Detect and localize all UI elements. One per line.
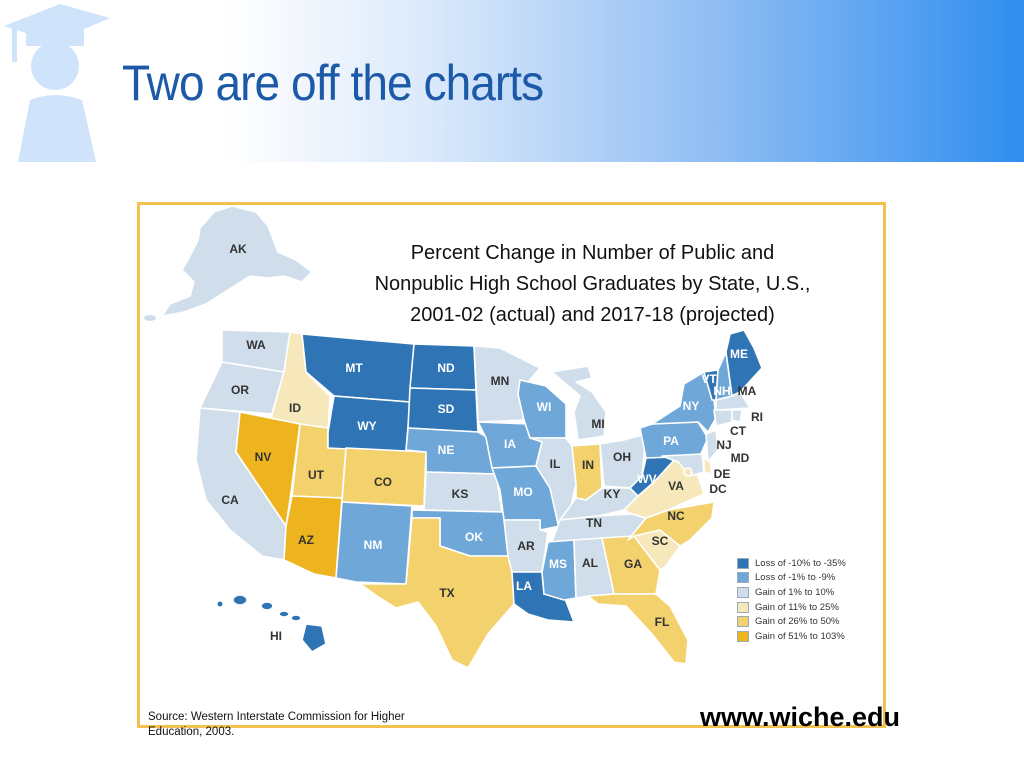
state-label-va: VA (668, 479, 684, 493)
state-DC (683, 467, 693, 477)
legend-item: Loss of -10% to -35% (737, 556, 846, 571)
legend-swatch-0 (737, 557, 749, 569)
source-note: Source: Western Interstate Commission fo… (148, 711, 405, 738)
state-MD (661, 453, 705, 477)
state-label-wa: WA (246, 338, 266, 352)
state-label-la: LA (516, 579, 532, 593)
state-label-ar: AR (517, 539, 535, 553)
state-label-ca: CA (221, 493, 239, 507)
state-label-de: DE (714, 467, 731, 481)
state-label-mi: MI (591, 417, 604, 431)
legend-label: Loss of -1% to -9% (755, 572, 836, 584)
state-label-nv: NV (255, 450, 272, 464)
state-label-id: ID (289, 401, 301, 415)
website-url[interactable]: www.wiche.edu (700, 702, 901, 732)
legend-swatch-2 (737, 586, 749, 598)
legend-swatch-1 (737, 572, 749, 584)
state-label-co: CO (374, 475, 392, 489)
state-HI (217, 594, 327, 653)
state-label-ms: MS (549, 557, 567, 571)
legend-label: Gain of 1% to 10% (755, 586, 835, 598)
state-RI (731, 409, 743, 423)
legend-label: Gain of 26% to 50% (755, 616, 840, 628)
state-AK (161, 205, 313, 317)
state-label-oh: OH (613, 450, 631, 464)
state-AR (503, 519, 549, 573)
map-title: Percent Change in Number of Public and N… (300, 238, 885, 331)
state-labels: AK WA OR CA ID NV UT AZ MT WY CO NM ND SD NE KS OK TX MN IA… (221, 242, 763, 643)
state-label-wy: WY (357, 419, 376, 433)
state-label-mt: MT (345, 361, 363, 375)
state-label-nd: ND (437, 361, 455, 375)
state-label-or: OR (231, 383, 249, 397)
map-title-line-3: 2001-02 (actual) and 2017-18 (projected) (410, 304, 775, 326)
legend-swatch-5 (737, 630, 749, 642)
state-NJ (705, 429, 719, 463)
state-label-ne: NE (438, 443, 455, 457)
state-label-ia: IA (504, 437, 516, 451)
state-label-wi: WI (537, 400, 552, 414)
state-label-ri: RI (751, 410, 763, 424)
legend-item: Gain of 11% to 25% (737, 600, 846, 615)
state-label-sd: SD (438, 402, 455, 416)
legend-swatch-3 (737, 601, 749, 613)
state-label-sc: SC (652, 534, 669, 548)
legend-label: Gain of 11% to 25% (755, 601, 839, 613)
state-label-in: IN (582, 458, 594, 472)
state-label-ny: NY (683, 399, 700, 413)
state-label-tx: TX (439, 586, 454, 600)
state-label-nm: NM (364, 538, 383, 552)
state-label-ks: KS (452, 487, 469, 501)
map-title-line-2: Nonpublic High School Graduates by State… (374, 273, 811, 295)
state-MI (551, 365, 607, 441)
slide-header: Two are off the charts (0, 0, 1024, 162)
state-label-wv: WV (637, 472, 656, 486)
state-label-nj: NJ (716, 438, 731, 452)
state-label-ak: AK (229, 242, 247, 256)
legend-item: Gain of 51% to 103% (737, 629, 846, 644)
legend-label: Loss of -10% to -35% (755, 557, 846, 569)
state-FL (587, 593, 689, 665)
state-label-pa: PA (663, 434, 679, 448)
state-label-ma: MA (738, 384, 757, 398)
state-label-nc: NC (667, 509, 685, 523)
state-label-md: MD (731, 451, 750, 465)
state-label-al: AL (582, 556, 598, 570)
state-MA (715, 391, 751, 411)
state-CT (713, 409, 733, 427)
legend-swatch-4 (737, 616, 749, 628)
state-label-dc: DC (709, 482, 727, 496)
state-label-tn: TN (586, 516, 602, 530)
state-label-il: IL (550, 457, 561, 471)
state-label-hi: HI (270, 629, 282, 643)
state-DE (703, 457, 713, 475)
state-label-ut: UT (308, 468, 325, 482)
state-label-mn: MN (491, 374, 510, 388)
state-GA (601, 535, 661, 595)
state-label-ct: CT (730, 424, 747, 438)
state-label-mo: MO (513, 485, 532, 499)
legend-item: Gain of 26% to 50% (737, 614, 846, 629)
state-label-ga: GA (624, 557, 642, 571)
map-legend: Loss of -10% to -35% Loss of -1% to -9% … (737, 556, 846, 644)
legend-item: Loss of -1% to -9% (737, 571, 846, 586)
state-NM (335, 501, 413, 585)
legend-item: Gain of 1% to 10% (737, 585, 846, 600)
legend-label: Gain of 51% to 103% (755, 630, 845, 642)
state-label-az: AZ (298, 533, 314, 547)
graduate-icon (4, 4, 110, 162)
state-label-me: ME (730, 347, 748, 361)
aleutian-islands (144, 308, 180, 321)
state-TX (359, 517, 515, 669)
state-label-vt: VT (701, 372, 717, 386)
slide-title: Two are off the charts (122, 55, 544, 111)
map-title-line-1: Percent Change in Number of Public and (410, 242, 775, 264)
state-label-ky: KY (604, 487, 621, 501)
state-label-fl: FL (655, 615, 670, 629)
state-label-nh: NH (713, 384, 730, 398)
state-label-ok: OK (465, 530, 483, 544)
